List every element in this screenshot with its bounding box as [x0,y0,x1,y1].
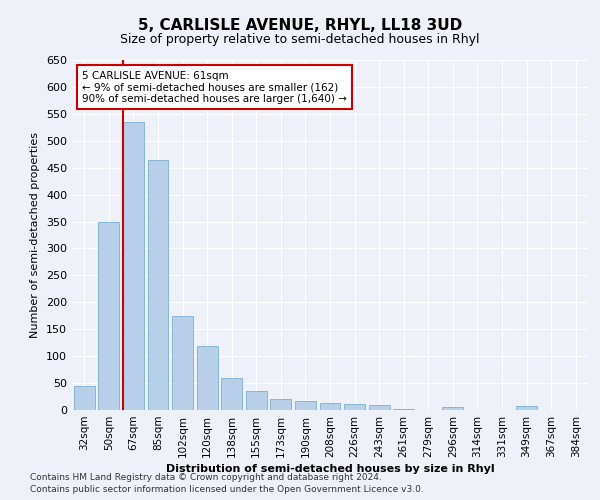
Bar [368,405,389,410]
Bar [98,222,119,410]
Bar [148,160,169,410]
Text: 5 CARLISLE AVENUE: 61sqm
← 9% of semi-detached houses are smaller (162)
90% of s: 5 CARLISLE AVENUE: 61sqm ← 9% of semi-de… [82,70,347,104]
Bar [295,401,316,410]
Bar [74,386,95,410]
Bar [320,403,340,410]
Bar [221,378,242,410]
Bar [393,409,414,410]
Bar [442,407,463,410]
Text: Contains public sector information licensed under the Open Government Licence v3: Contains public sector information licen… [30,486,424,494]
Y-axis label: Number of semi-detached properties: Number of semi-detached properties [31,132,40,338]
Bar [271,399,292,410]
Text: 5, CARLISLE AVENUE, RHYL, LL18 3UD: 5, CARLISLE AVENUE, RHYL, LL18 3UD [138,18,462,32]
X-axis label: Distribution of semi-detached houses by size in Rhyl: Distribution of semi-detached houses by … [166,464,494,474]
Bar [123,122,144,410]
Bar [516,406,537,410]
Bar [197,346,218,410]
Text: Size of property relative to semi-detached houses in Rhyl: Size of property relative to semi-detach… [120,32,480,46]
Bar [172,316,193,410]
Bar [246,390,267,410]
Bar [344,404,365,410]
Text: Contains HM Land Registry data © Crown copyright and database right 2024.: Contains HM Land Registry data © Crown c… [30,473,382,482]
